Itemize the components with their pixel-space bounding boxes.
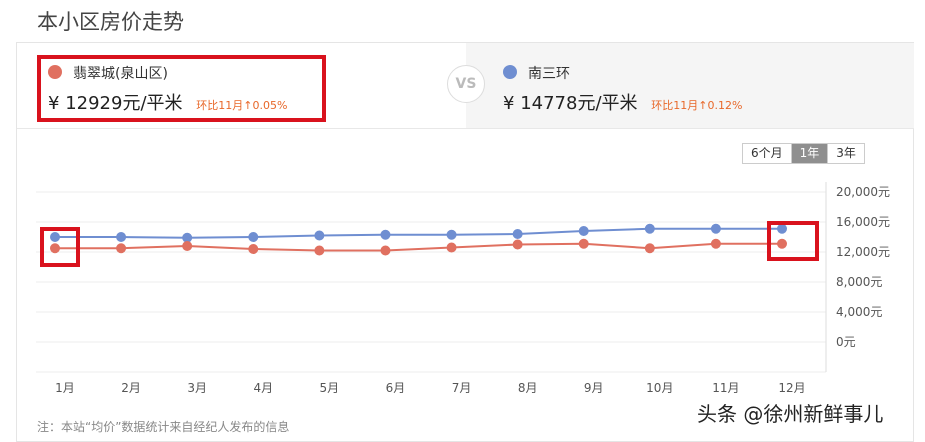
x-tick-label: 2月 (121, 381, 141, 395)
y-tick-label: 16,000元 (836, 215, 890, 229)
trend-text-right: 环比11月↑0.12% (651, 99, 743, 112)
data-point-0 (777, 223, 787, 234)
x-tick-label: 6月 (386, 381, 406, 395)
data-point-0 (512, 229, 523, 239)
data-point-1 (50, 243, 60, 254)
community-name-right: 南三环 (528, 66, 570, 82)
compare-card-right[interactable]: 南三环 ¥ 14778元/平米 环比11月↑0.12% (466, 43, 914, 128)
tab-1-year[interactable]: 1年 (791, 144, 829, 163)
data-point-0 (116, 232, 127, 242)
y-tick-label: 0元 (836, 335, 856, 349)
x-tick-label: 5月 (320, 381, 340, 395)
x-tick-label: 12月 (778, 381, 805, 395)
currency-symbol: ¥ (503, 93, 515, 114)
data-point-1 (182, 241, 193, 251)
tab-6-months[interactable]: 6个月 (743, 144, 792, 163)
data-point-0 (644, 223, 655, 234)
y-tick-label: 8,000元 (836, 275, 882, 289)
data-point-1 (446, 242, 457, 253)
data-point-0 (710, 223, 721, 234)
x-tick-label: 11月 (712, 381, 739, 395)
highlight-box-jan (40, 227, 80, 267)
highlight-box-dec (767, 221, 819, 261)
highlight-box-left-card (37, 55, 326, 122)
community-name-left: 翡翠城(泉山区) (73, 66, 168, 82)
data-point-1 (116, 243, 127, 254)
y-tick-label: 20,000元 (836, 185, 890, 199)
series-line-1 (55, 242, 782, 252)
data-point-0 (182, 232, 193, 243)
series-color-dot-right (503, 65, 517, 79)
tab-3-years[interactable]: 3年 (836, 146, 856, 160)
trend-text-left: 环比11月↑0.05% (196, 99, 288, 112)
x-tick-label: 1月 (55, 381, 75, 395)
y-tick-label: 12,000元 (836, 245, 890, 259)
divider (17, 128, 914, 129)
data-point-0 (578, 226, 589, 236)
page-title: 本小区房价走势 (37, 10, 184, 34)
data-point-1 (380, 245, 391, 256)
y-tick-label: 4,000元 (836, 305, 882, 319)
x-tick-label: 8月 (518, 381, 538, 395)
data-point-1 (644, 243, 655, 254)
series-color-dot-left (48, 65, 62, 79)
data-point-0 (380, 229, 391, 240)
data-point-0 (248, 232, 259, 242)
price-value-right: 14778元/平米 (520, 93, 638, 114)
watermark: 头条 @徐州新鲜事儿 (697, 402, 884, 426)
x-tick-label: 4月 (253, 381, 273, 395)
data-point-1 (248, 244, 259, 254)
x-tick-label: 7月 (452, 381, 472, 395)
data-point-1 (710, 238, 721, 249)
time-range-tabs: 6个月 1年 3年 (742, 143, 865, 164)
currency-symbol: ¥ (48, 93, 60, 114)
x-tick-label: 10月 (646, 381, 673, 395)
x-tick-label: 3月 (187, 381, 207, 395)
data-point-1 (314, 245, 325, 256)
data-point-0 (314, 230, 325, 241)
data-point-1 (578, 238, 589, 249)
price-row-right: ¥ 14778元/平米 环比11月↑0.12% (503, 89, 742, 115)
data-point-1 (512, 239, 523, 250)
data-point-0 (446, 229, 457, 240)
x-tick-label: 9月 (584, 381, 604, 395)
data-point-0 (50, 232, 60, 242)
price-value-left: 12929元/平米 (65, 93, 183, 114)
footnote: 注：本站“均价”数据统计来自经纪人发布的信息 (37, 420, 290, 434)
vs-badge: VS (447, 65, 485, 103)
series-line-0 (55, 227, 782, 239)
price-row-left: ¥ 12929元/平米 环比11月↑0.05% (48, 89, 287, 115)
data-point-1 (777, 238, 787, 249)
